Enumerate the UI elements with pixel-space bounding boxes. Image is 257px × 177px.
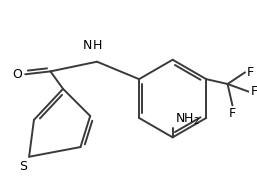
Text: F: F	[247, 66, 254, 79]
Text: F: F	[229, 107, 236, 120]
Text: O: O	[12, 68, 22, 81]
Text: H: H	[92, 39, 102, 52]
Text: S: S	[19, 160, 27, 173]
Text: N: N	[83, 39, 92, 52]
Text: F: F	[251, 85, 257, 98]
Text: NH$_2$: NH$_2$	[175, 112, 199, 127]
